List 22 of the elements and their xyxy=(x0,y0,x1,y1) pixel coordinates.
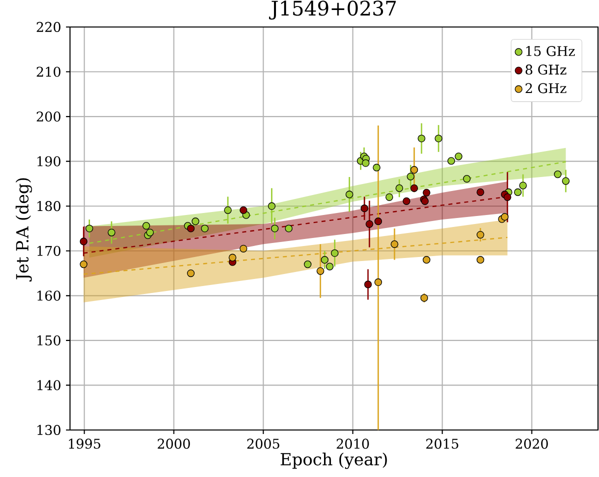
y-tick-label: 140 xyxy=(37,380,60,390)
x-axis-title: Epoch (year) xyxy=(280,452,387,469)
x-tick-label: 2000 xyxy=(158,438,190,449)
y-tick-label: 150 xyxy=(37,335,60,346)
y-tick-label: 210 xyxy=(36,66,60,77)
y-tick-label: 180 xyxy=(37,201,60,212)
x-tick-label: 2015 xyxy=(426,438,458,449)
x-tick-label: 2020 xyxy=(516,438,548,449)
legend-label: 8 GHz xyxy=(526,64,566,75)
y-tick-label: 200 xyxy=(36,111,60,122)
chart-title: J1549+0237 xyxy=(269,0,396,20)
y-tick-label: 170 xyxy=(37,246,60,256)
x-tick-label: 2005 xyxy=(247,438,280,449)
x-tick-label: 2010 xyxy=(336,438,369,449)
legend-label: 15 GHz xyxy=(526,46,575,56)
legend-label: 2 GHz xyxy=(526,83,566,94)
y-tick-label: 190 xyxy=(37,156,60,166)
y-axis-title: Jet P.A (deg) xyxy=(16,178,32,282)
y-tick-label: 130 xyxy=(37,424,60,436)
y-tick-label: 160 xyxy=(37,290,60,301)
x-tick-label: 1995 xyxy=(68,438,100,449)
y-tick-label: 220 xyxy=(36,22,60,32)
